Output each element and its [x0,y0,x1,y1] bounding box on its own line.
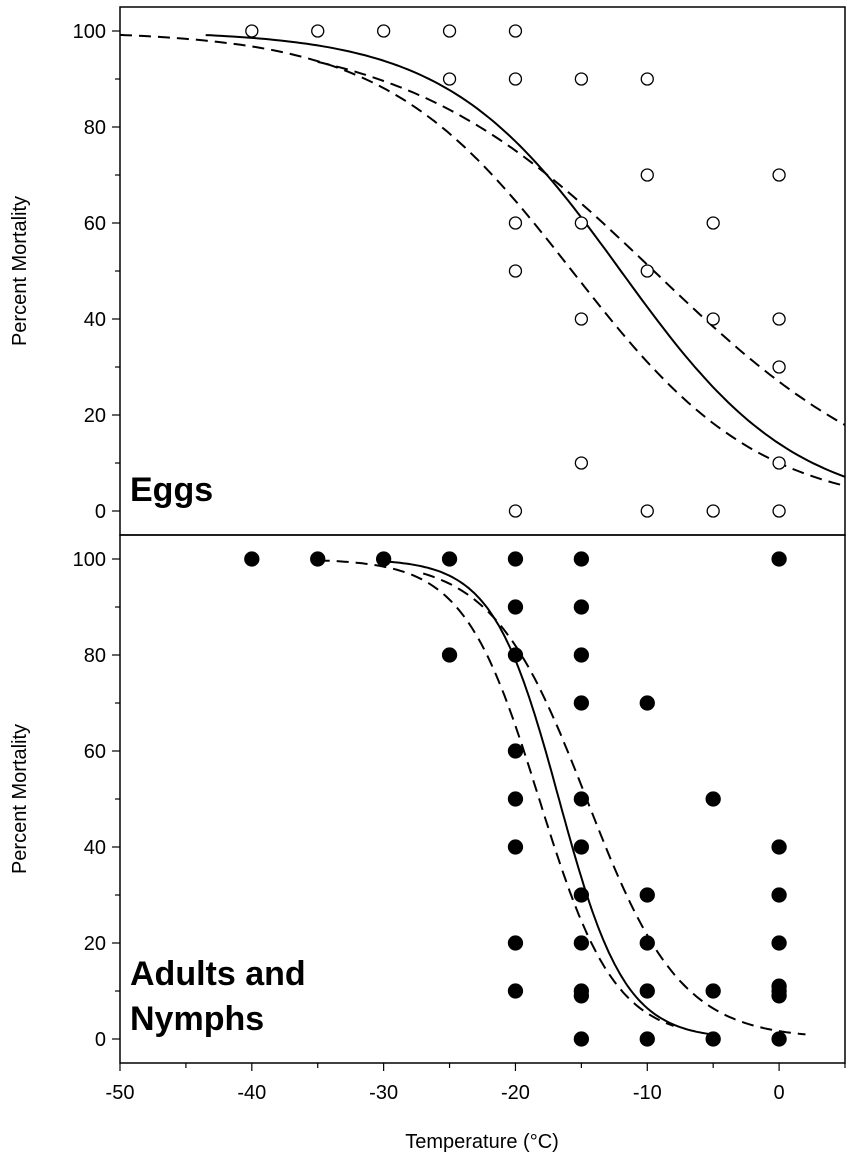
data-point [771,551,787,567]
data-point [573,695,590,711]
data-point [507,647,524,663]
data-point [507,599,524,615]
data-point [640,72,654,86]
y-tick-label: 80 [84,117,106,139]
fitted-curve [205,34,846,478]
y-axis-label-top: Percent Mortality [9,196,31,346]
data-point [772,168,786,182]
x-tick-label: 0 [774,1082,785,1104]
y-axis-label-bottom: Percent Mortality [9,724,31,874]
panel-label-adults-line1: Adults and [130,955,306,993]
data-point [705,1031,721,1047]
data-point [375,551,392,567]
data-point [442,24,457,38]
data-point [639,935,655,951]
x-axis-label: Temperature (°C) [405,1131,559,1153]
data-point [640,168,654,182]
data-point [705,791,721,807]
plot-frame [119,6,846,536]
data-point [574,72,589,86]
data-point [376,24,391,38]
data-point [508,72,523,86]
adults-nymphs-panel: 0 20 40 60 80 100 -50 -40 -30 -20 -10 0 [73,534,846,1104]
data-point [573,988,590,1004]
data-point [574,312,589,326]
data-point [639,983,655,999]
y-tick-label: 60 [84,213,106,235]
data-point [772,504,786,518]
data-point [573,551,590,567]
data-point [706,216,720,230]
confidence-band-line [422,572,806,1036]
data-point [574,456,589,470]
data-point [507,839,524,855]
data-point [640,264,654,278]
data-point [771,935,787,951]
x-tick-label: -40 [237,1082,266,1104]
data-point [639,887,655,903]
data-point [771,887,787,903]
data-point [245,24,259,38]
data-point [706,504,720,518]
data-point [508,504,523,518]
panel-label-adults-line2: Nymphs [130,1000,264,1038]
fitted-curve [383,560,714,1036]
y-tick-label: 0 [95,1029,106,1051]
data-point [574,216,589,230]
data-point [507,791,524,807]
data-point [244,551,260,567]
y-tick-label: 60 [84,741,106,763]
data-point [441,647,458,663]
x-tick-label: -50 [106,1082,135,1104]
data-point [508,24,523,38]
data-point [771,839,787,855]
y-tick-label: 0 [95,501,106,523]
data-point [705,983,721,999]
x-tick-label: -30 [369,1082,398,1104]
data-point [771,1031,787,1047]
y-tick-label: 100 [73,549,106,571]
y-tick-label: 40 [84,309,106,331]
data-point [573,935,590,951]
y-tick-label: 20 [84,405,106,427]
panel-label-eggs: Eggs [130,471,213,509]
data-point [507,983,524,999]
data-point [508,264,523,278]
x-tick-label: -10 [633,1082,662,1104]
y-tick-label: 40 [84,837,106,859]
data-point [639,695,655,711]
data-point [639,1031,655,1047]
data-point [573,599,590,615]
data-point [706,312,720,326]
confidence-band-line [317,559,674,1027]
y-tick-label: 100 [73,21,106,43]
y-tick-label: 80 [84,645,106,667]
data-point [772,456,786,470]
x-tick-label: -20 [501,1082,530,1104]
confidence-band-line [317,60,846,426]
data-point [573,647,590,663]
data-point [442,72,457,86]
confidence-band-line [119,33,846,487]
data-point [573,791,590,807]
data-point [441,551,458,567]
eggs-panel: 0 20 40 60 80 100 [73,6,846,536]
data-point [507,551,524,567]
data-point [507,743,524,759]
data-point [772,312,786,326]
data-point [772,360,786,374]
y-tick-label: 20 [84,933,106,955]
data-point [640,504,654,518]
data-point [507,935,524,951]
data-point [311,24,325,38]
data-point [508,216,523,230]
data-point [771,978,787,994]
data-point [573,839,590,855]
data-point [310,551,326,567]
data-point [573,1031,590,1047]
data-point [573,887,590,903]
